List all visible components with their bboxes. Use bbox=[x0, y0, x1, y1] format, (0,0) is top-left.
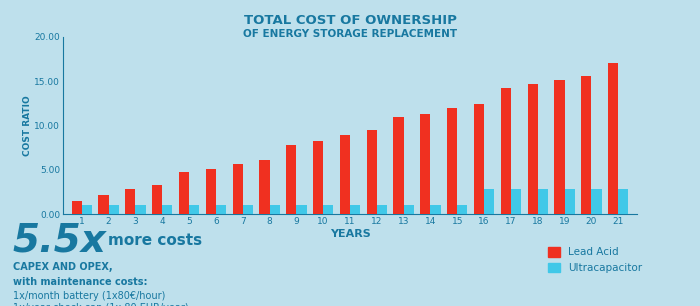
Bar bbox=[447, 108, 457, 214]
Bar bbox=[162, 205, 172, 214]
Text: TOTAL COST OF OWNERSHIP: TOTAL COST OF OWNERSHIP bbox=[244, 14, 456, 27]
Bar bbox=[430, 205, 441, 214]
Bar bbox=[135, 205, 146, 214]
Bar bbox=[216, 205, 226, 214]
Bar bbox=[474, 104, 484, 214]
Bar bbox=[528, 84, 538, 214]
Text: CAPEX AND OPEX,: CAPEX AND OPEX, bbox=[13, 262, 112, 272]
Bar bbox=[296, 205, 307, 214]
Bar bbox=[259, 160, 270, 214]
Bar bbox=[457, 205, 468, 214]
Bar bbox=[377, 205, 387, 214]
Bar bbox=[108, 205, 119, 214]
Bar bbox=[179, 173, 189, 214]
Bar bbox=[286, 145, 296, 214]
Text: 1x/month battery (1x80€/hour): 1x/month battery (1x80€/hour) bbox=[13, 291, 165, 301]
Bar bbox=[592, 189, 601, 214]
Bar bbox=[554, 80, 565, 214]
Bar bbox=[71, 201, 82, 214]
Bar bbox=[404, 205, 414, 214]
Bar bbox=[420, 114, 430, 214]
Text: 1x/year check cap (1x 80 EUR/year): 1x/year check cap (1x 80 EUR/year) bbox=[13, 303, 188, 306]
Bar bbox=[323, 205, 333, 214]
Bar bbox=[618, 189, 629, 214]
Bar bbox=[565, 189, 575, 214]
Bar bbox=[206, 169, 216, 214]
Text: OF ENERGY STORAGE REPLACEMENT: OF ENERGY STORAGE REPLACEMENT bbox=[243, 29, 457, 39]
Bar bbox=[99, 195, 108, 214]
Bar bbox=[243, 205, 253, 214]
Bar bbox=[367, 130, 377, 214]
Bar bbox=[232, 164, 243, 214]
Text: 5.5x: 5.5x bbox=[13, 222, 106, 260]
Bar bbox=[511, 189, 521, 214]
Legend: Lead Acid, Ultracapacitor: Lead Acid, Ultracapacitor bbox=[547, 247, 643, 273]
Bar bbox=[581, 76, 592, 214]
Bar bbox=[538, 189, 548, 214]
Bar bbox=[350, 205, 360, 214]
Bar bbox=[393, 118, 404, 214]
Bar bbox=[152, 185, 162, 214]
Bar bbox=[125, 189, 135, 214]
Bar bbox=[313, 141, 323, 214]
X-axis label: YEARS: YEARS bbox=[330, 229, 370, 239]
Bar bbox=[484, 189, 494, 214]
Text: more costs: more costs bbox=[108, 233, 202, 248]
Bar bbox=[270, 205, 280, 214]
Text: with maintenance costs:: with maintenance costs: bbox=[13, 277, 147, 287]
Y-axis label: COST RATIO: COST RATIO bbox=[22, 95, 32, 156]
Bar bbox=[500, 88, 511, 214]
Bar bbox=[608, 63, 618, 214]
Bar bbox=[340, 135, 350, 214]
Bar bbox=[82, 205, 92, 214]
Bar bbox=[189, 205, 199, 214]
